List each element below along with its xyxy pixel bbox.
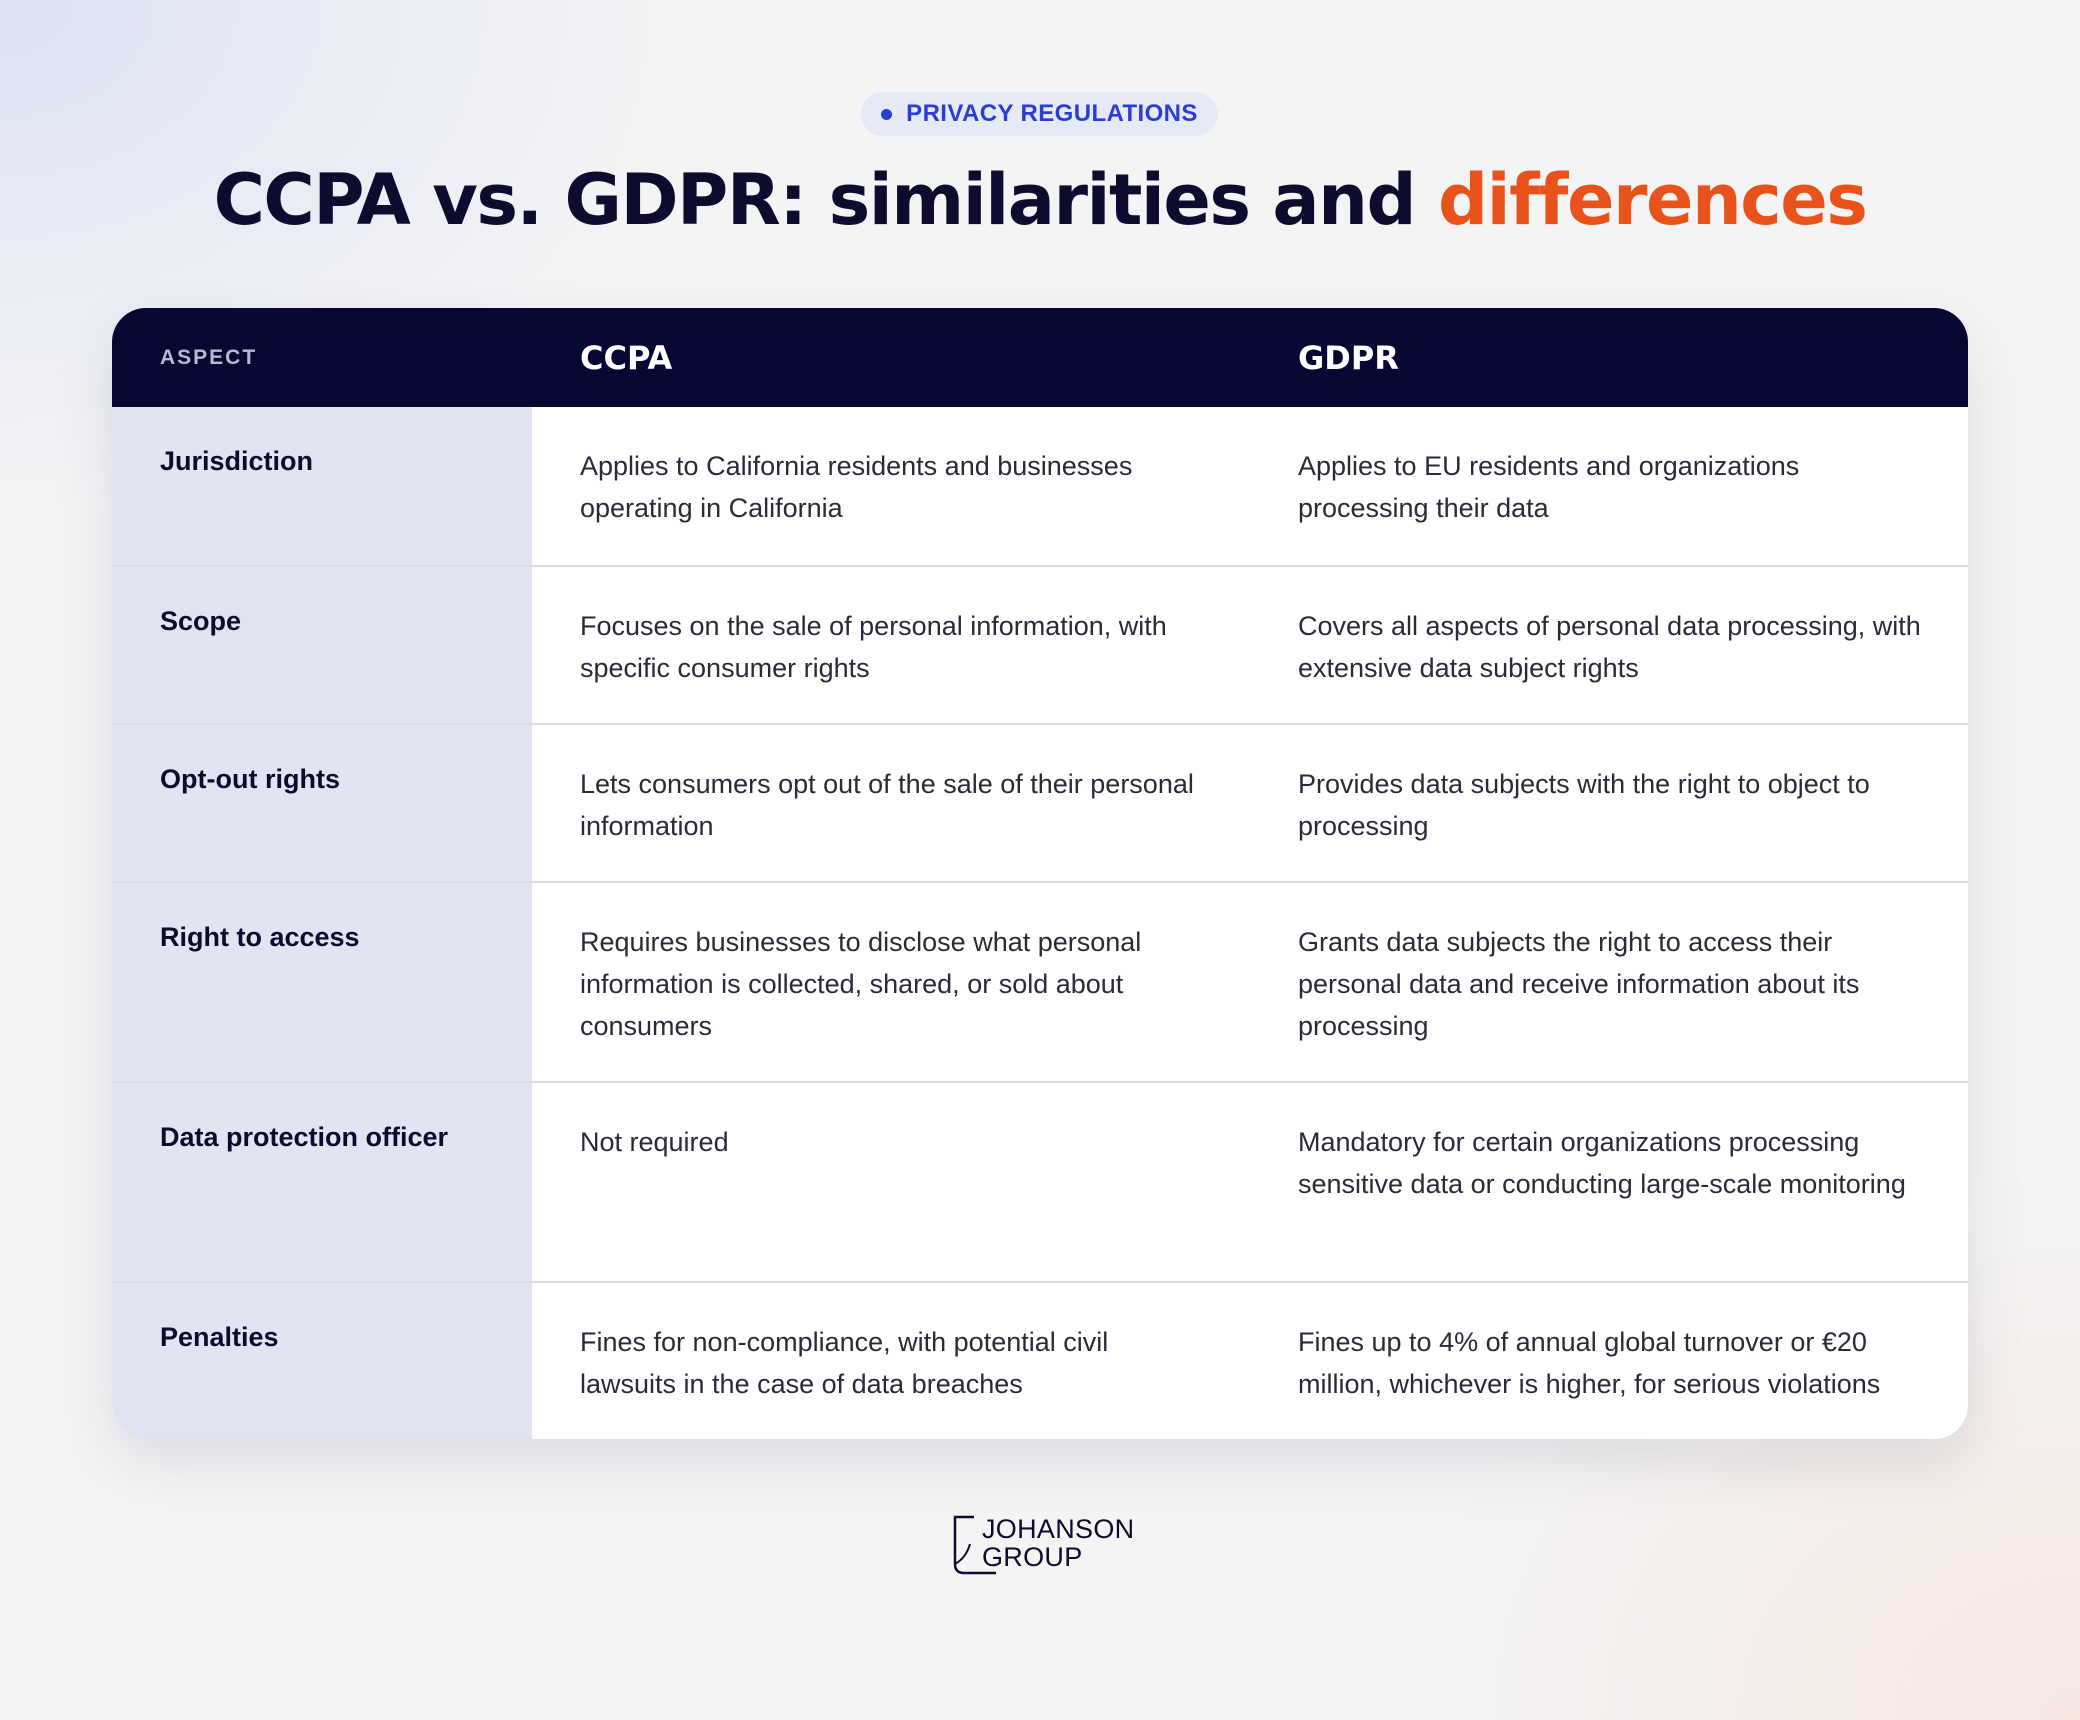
page-title: CCPA vs. GDPR: similarities and differen… [0, 150, 2080, 250]
ccpa-cell: Not required [580, 1127, 729, 1157]
aspect-label: Penalties [160, 1322, 279, 1352]
header-ccpa: CCPA [580, 338, 673, 377]
gdpr-cell: Applies to EU residents and organization… [1298, 451, 1800, 523]
aspect-label: Scope [160, 606, 242, 636]
aspect-cell: Data protection officer [112, 1083, 532, 1281]
logo-line-2: GROUP [982, 1542, 1083, 1572]
ccpa-cell: Focuses on the sale of personal informat… [580, 611, 1167, 683]
table-row: Opt-out rights Lets consumers opt out of… [112, 723, 1968, 881]
table-row: Penalties Fines for non-compliance, with… [112, 1281, 1968, 1439]
gdpr-cell: Fines up to 4% of annual global turnover… [1298, 1327, 1881, 1399]
header-gdpr: GDPR [1298, 338, 1399, 377]
ccpa-cell: Requires businesses to disclose what per… [580, 927, 1142, 1041]
ccpa-cell: Applies to California residents and busi… [580, 451, 1133, 523]
aspect-label: Jurisdiction [160, 446, 314, 476]
bullet-dot-icon [881, 108, 893, 120]
aspect-cell: Scope [112, 567, 532, 723]
gdpr-cell: Covers all aspects of personal data proc… [1298, 611, 1921, 683]
ccpa-cell: Lets consumers opt out of the sale of th… [580, 769, 1194, 841]
company-logo: JOHANSON GROUP [952, 1510, 1134, 1580]
table-row: Jurisdiction Applies to California resid… [112, 407, 1968, 565]
table-row: Data protection officer Not required Man… [112, 1081, 1968, 1281]
aspect-cell: Right to access [112, 883, 532, 1081]
table-row: Scope Focuses on the sale of personal in… [112, 565, 1968, 723]
category-tag-label: PRIVACY REGULATIONS [906, 100, 1198, 127]
aspect-cell: Opt-out rights [112, 725, 532, 881]
gdpr-cell: Grants data subjects the right to access… [1298, 927, 1860, 1041]
logo-wordmark: JOHANSON GROUP [982, 1515, 1134, 1571]
table-row: Right to access Requires businesses to d… [112, 881, 1968, 1081]
header-aspect: ASPECT [160, 345, 258, 369]
aspect-label: Data protection officer [160, 1122, 449, 1152]
page-title-main: CCPA vs. GDPR: similarities and [213, 159, 1438, 241]
logo-line-1: JOHANSON [982, 1514, 1135, 1544]
category-tag: PRIVACY REGULATIONS [861, 92, 1218, 136]
table-header: ASPECT CCPA GDPR [112, 308, 1968, 407]
page-title-accent: differences [1437, 159, 1868, 241]
ccpa-cell: Fines for non-compliance, with potential… [580, 1327, 1109, 1399]
aspect-cell: Jurisdiction [112, 407, 532, 565]
aspect-cell: Penalties [112, 1283, 532, 1439]
gdpr-cell: Provides data subjects with the right to… [1298, 769, 1870, 841]
comparison-table: ASPECT CCPA GDPR Jurisdiction Applies to… [112, 308, 1968, 1439]
aspect-label: Right to access [160, 922, 360, 952]
johanson-group-logo-icon [953, 1515, 996, 1575]
gdpr-cell: Mandatory for certain organizations proc… [1298, 1127, 1906, 1199]
aspect-label: Opt-out rights [160, 764, 340, 794]
